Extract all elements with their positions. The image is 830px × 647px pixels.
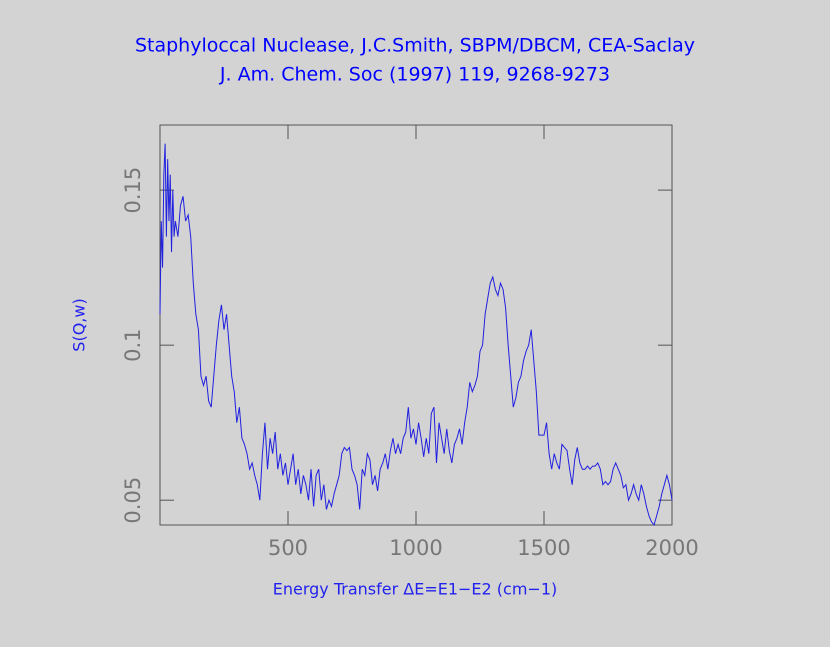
chart-title: Staphyloccal Nuclease, J.C.Smith, SBPM/D…: [135, 35, 695, 57]
x-tick-label: 2000: [645, 536, 698, 560]
y-tick-label: 0.15: [121, 167, 145, 214]
data-line: [159, 143, 673, 527]
plot-frame: [159, 124, 673, 526]
x-tick-label: 1500: [517, 536, 570, 560]
y-tick-label: 0.05: [121, 477, 145, 524]
y-axis-label: S(Q,w): [70, 298, 89, 351]
x-tick-label: 1000: [389, 536, 442, 560]
x-axis-label: Energy Transfer ΔE=E1−E2 (cm−1): [273, 580, 558, 599]
y-tick-label: 0.1: [121, 328, 145, 361]
chart-subtitle: J. Am. Chem. Soc (1997) 119, 9268-9273: [219, 64, 610, 86]
x-tick-label: 500: [268, 536, 308, 560]
